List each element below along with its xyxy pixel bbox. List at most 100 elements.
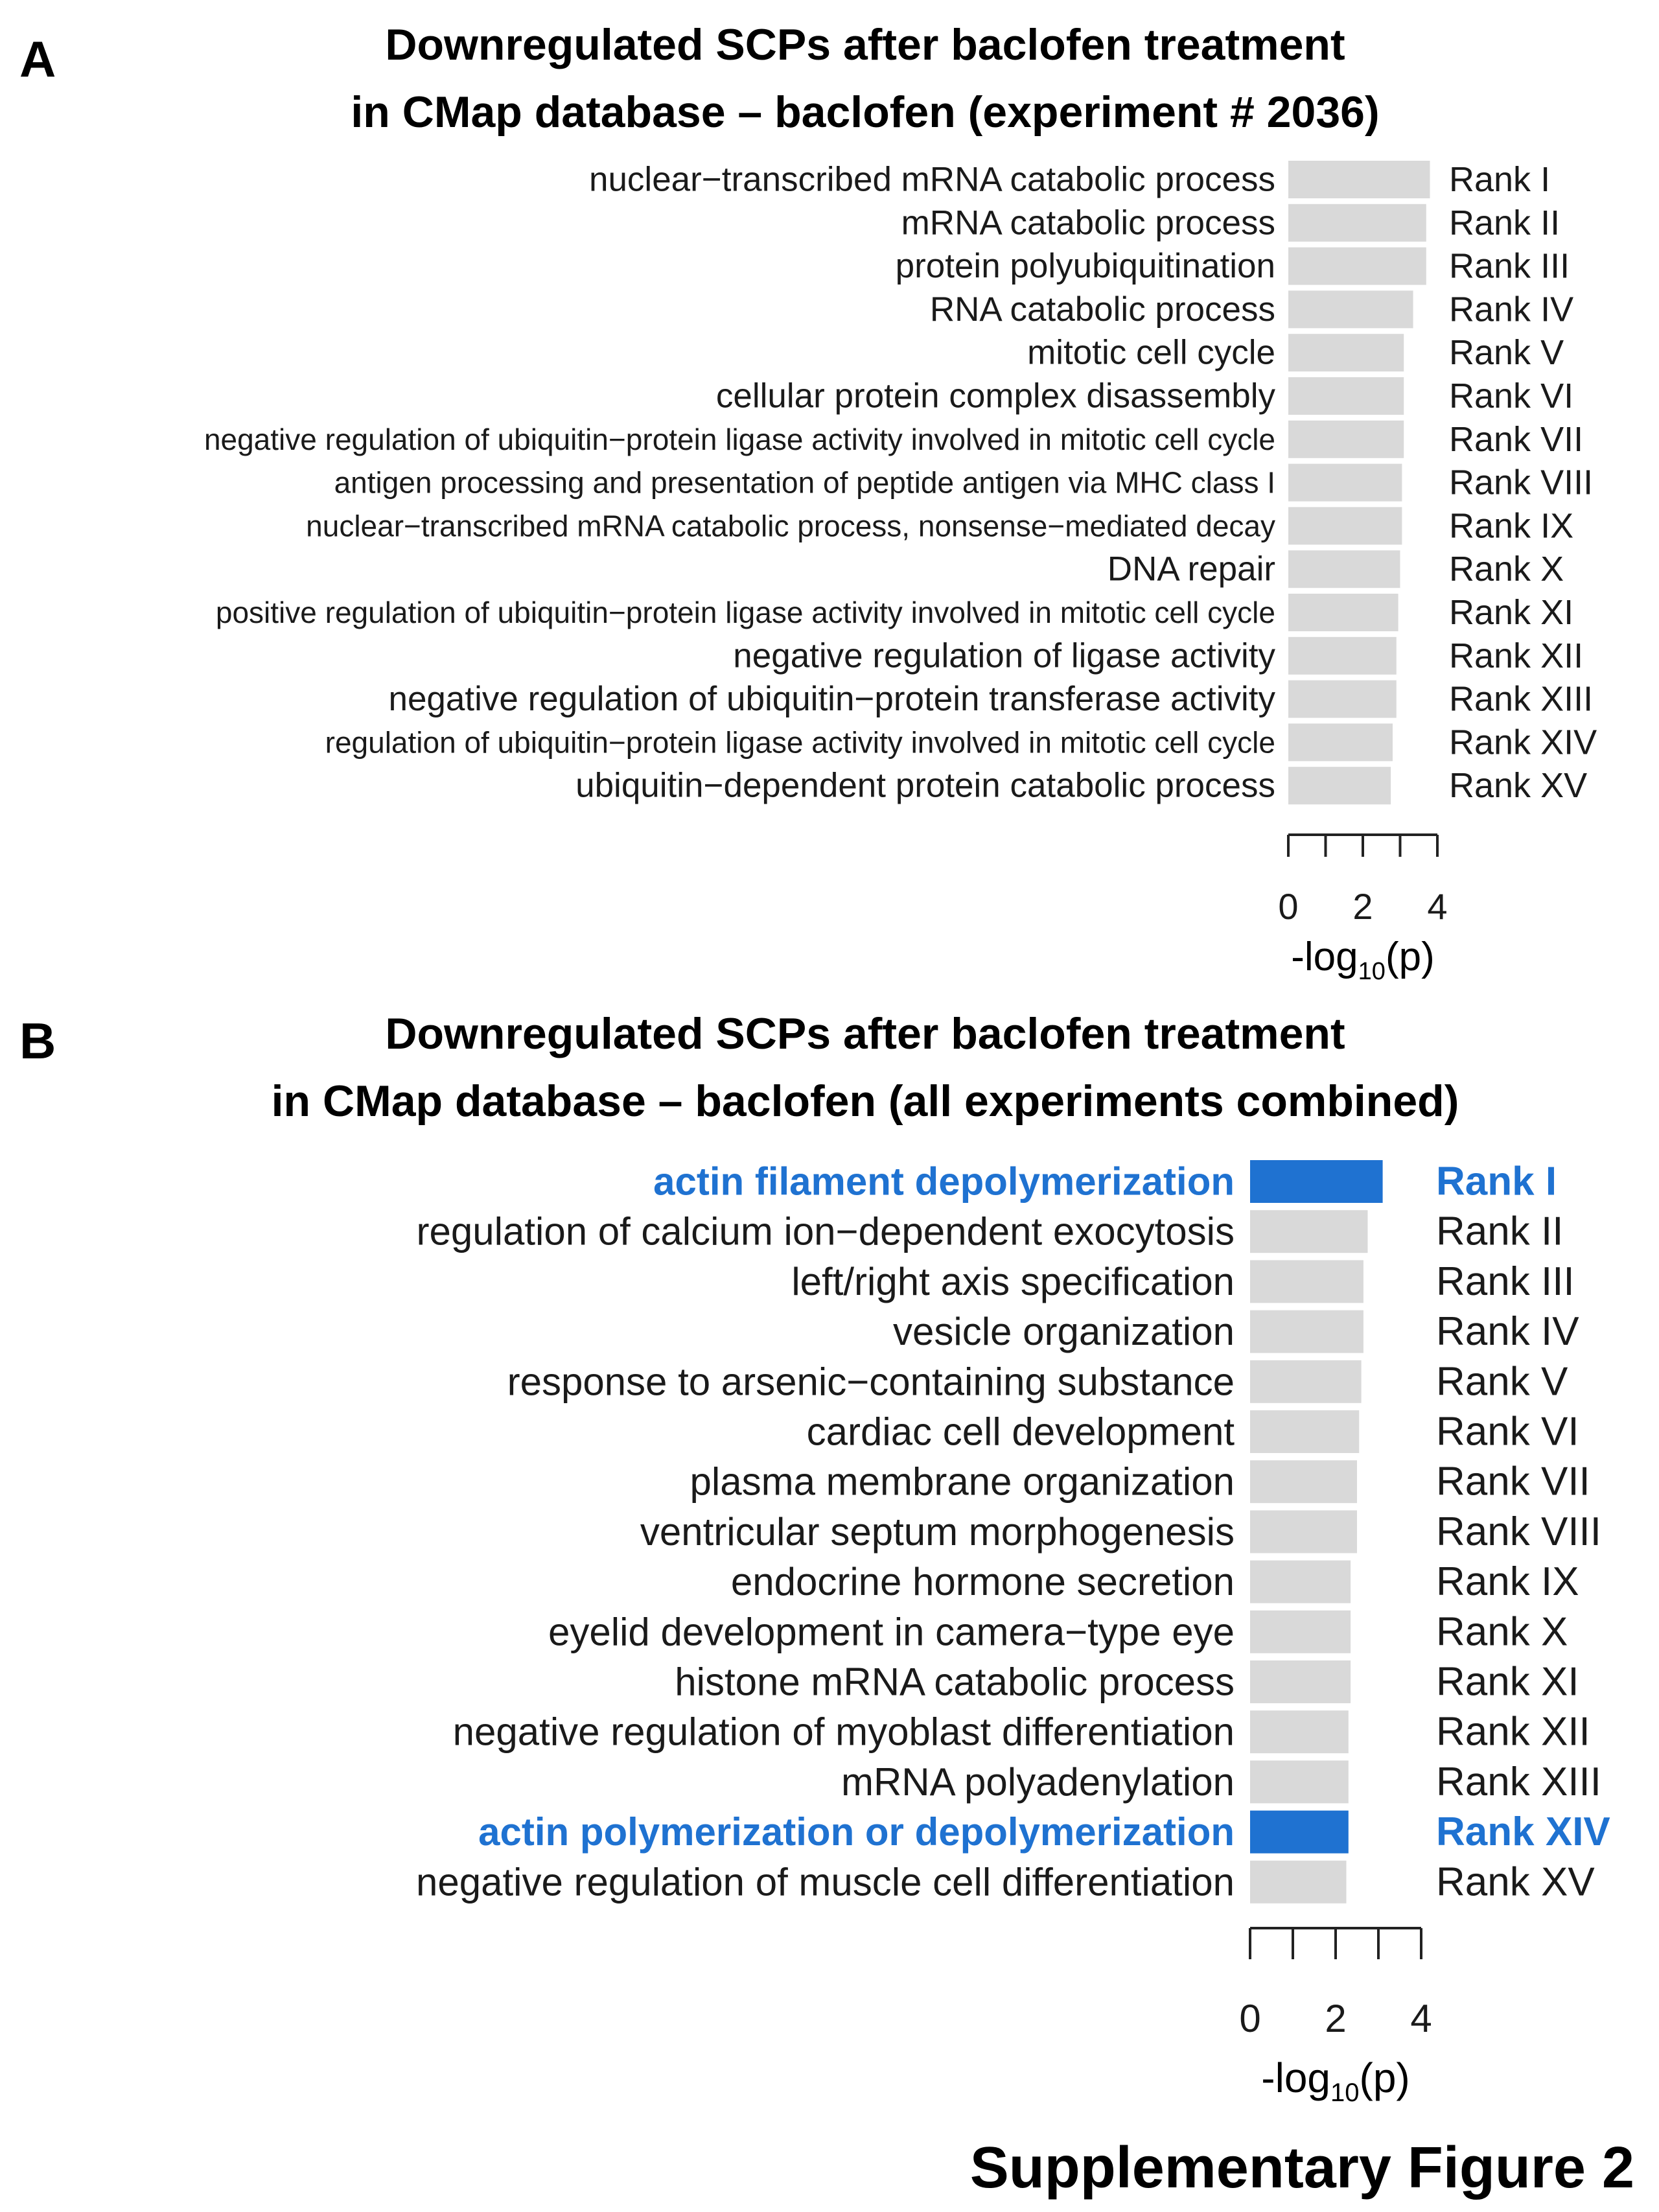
panel-b-x-axis-label-tail: (p) bbox=[1360, 2055, 1410, 2101]
panel-b-rank-label: Rank V bbox=[1436, 1359, 1568, 1404]
panel-a-rank-label: Rank IX bbox=[1449, 506, 1573, 545]
panel-b-category-label: mRNA polyadenylation bbox=[841, 1760, 1235, 1804]
panel-b-rank-label: Rank XII bbox=[1436, 1710, 1590, 1754]
panel-b-bar bbox=[1250, 1660, 1351, 1703]
panel-b-category-label: negative regulation of myoblast differen… bbox=[453, 1710, 1235, 1754]
panel-b-category-label: eyelid development in camera−type eye bbox=[548, 1610, 1235, 1653]
panel-b-rank-label: Rank III bbox=[1436, 1259, 1575, 1304]
panel-b-category-label: vesicle organization bbox=[893, 1310, 1235, 1353]
panel-a-category-label: negative regulation of ubiquitin−protein… bbox=[204, 423, 1275, 456]
panel-a-x-tick-label: 0 bbox=[1278, 886, 1298, 927]
panel-b-category-label: left/right axis specification bbox=[791, 1260, 1235, 1303]
panel-b-bar bbox=[1250, 1710, 1349, 1754]
panel-b-rank-label: Rank XIV bbox=[1436, 1810, 1610, 1854]
panel-a-category-label: positive regulation of ubiquitin−protein… bbox=[216, 596, 1275, 629]
panel-a-bar bbox=[1288, 594, 1398, 631]
panel-b-rank-label: Rank II bbox=[1436, 1209, 1563, 1254]
panel-a-rank-label: Rank XV bbox=[1449, 766, 1587, 805]
panel-a-category-label: nuclear−transcribed mRNA catabolic proce… bbox=[306, 509, 1275, 542]
panel-b-bar bbox=[1250, 1360, 1362, 1403]
panel-b-title-line2: in CMap database – baclofen (all experim… bbox=[272, 1077, 1459, 1126]
panel-b-x-tick-label: 2 bbox=[1325, 1997, 1346, 2040]
panel-a-rank-label: Rank VI bbox=[1449, 377, 1573, 415]
panel-a-title-line1: Downregulated SCPs after baclofen treatm… bbox=[385, 20, 1345, 69]
panel-b-bar bbox=[1250, 1860, 1347, 1903]
panel-a-rank-label: Rank XII bbox=[1449, 636, 1583, 675]
panel-a-bar bbox=[1288, 334, 1404, 372]
panel-b-bar bbox=[1250, 1460, 1357, 1504]
panel-b-category-label: response to arsenic−containing substance bbox=[507, 1360, 1235, 1403]
panel-a-bar bbox=[1288, 550, 1400, 588]
panel-a-x-axis-label: -log10(p) bbox=[1291, 935, 1434, 985]
panel-a-category-label: regulation of ubiquitin−protein ligase a… bbox=[325, 725, 1275, 759]
panel-a-bar bbox=[1288, 767, 1391, 805]
panel-b-x-tick-label: 0 bbox=[1239, 1997, 1260, 2040]
panel-a-rank-label: Rank V bbox=[1449, 333, 1564, 372]
panel-a-category-label: antigen processing and presentation of p… bbox=[334, 466, 1275, 500]
panel-a-x-axis-label-base: -log bbox=[1291, 935, 1358, 979]
panel-b-rank-label: Rank VI bbox=[1436, 1410, 1579, 1454]
panel-a-x-tick-label: 4 bbox=[1427, 886, 1447, 927]
panel-a-rank-label: Rank X bbox=[1449, 550, 1564, 588]
panel-a-category-label: cellular protein complex disassembly bbox=[716, 377, 1276, 415]
panel-a-bar bbox=[1288, 420, 1404, 458]
panel-b-rank-label: Rank IX bbox=[1436, 1559, 1579, 1604]
panel-b-x-tick-label: 4 bbox=[1410, 1997, 1432, 2040]
panel-a-category-label: negative regulation of ligase activity bbox=[733, 636, 1275, 675]
panel-b-bar bbox=[1250, 1160, 1383, 1203]
panel-a-category-label: ubiquitin−dependent protein catabolic pr… bbox=[575, 767, 1275, 805]
panel-a-rank-label: Rank VIII bbox=[1449, 463, 1593, 502]
panel-a-bar bbox=[1288, 377, 1404, 415]
panel-a-bar bbox=[1288, 723, 1393, 762]
panel-label-b: B bbox=[19, 1012, 56, 1069]
panel-b-bar bbox=[1250, 1210, 1368, 1253]
panel-b-bar bbox=[1250, 1260, 1363, 1303]
panel-a-bar bbox=[1288, 463, 1402, 502]
panel-a-category-label: nuclear−transcribed mRNA catabolic proce… bbox=[589, 161, 1275, 199]
panel-b-bar bbox=[1250, 1410, 1360, 1453]
panel-a-rank-label: Rank II bbox=[1449, 204, 1560, 242]
panel-a-bar bbox=[1288, 680, 1397, 718]
panel-a-bar-chart: nuclear−transcribed mRNA catabolic proce… bbox=[204, 160, 1597, 985]
panel-b-x-axis-label-base: -log bbox=[1261, 2055, 1330, 2101]
panel-a-rank-label: Rank XIV bbox=[1449, 723, 1597, 762]
panel-b-rank-label: Rank VIII bbox=[1436, 1509, 1601, 1554]
panel-a-category-label: negative regulation of ubiquitin−protein… bbox=[388, 680, 1275, 718]
panel-a-category-label: protein polyubiquitination bbox=[896, 247, 1275, 285]
panel-a-x-tick-label: 2 bbox=[1352, 886, 1373, 927]
panel-a-category-label: RNA catabolic process bbox=[930, 290, 1275, 329]
panel-b-category-label: endocrine hormone secretion bbox=[731, 1560, 1235, 1603]
panel-b-rank-label: Rank XIII bbox=[1436, 1760, 1601, 1804]
panel-a-rank-label: Rank III bbox=[1449, 247, 1570, 286]
panel-a-rank-label: Rank VII bbox=[1449, 420, 1583, 459]
panel-b-category-label: ventricular septum morphogenesis bbox=[640, 1510, 1235, 1554]
panel-b-bar bbox=[1250, 1310, 1363, 1353]
panel-b-rank-label: Rank XI bbox=[1436, 1660, 1579, 1705]
panel-b-bar-chart: actin filament depolymerization Rank I reg… bbox=[416, 1159, 1610, 2108]
panel-a-category-label: mRNA catabolic process bbox=[901, 204, 1275, 242]
panel-b-category-label: regulation of calcium ion−dependent exoc… bbox=[417, 1210, 1235, 1253]
panel-b-bar bbox=[1250, 1810, 1349, 1854]
panel-b-bar bbox=[1250, 1510, 1357, 1554]
panel-a-rank-label: Rank IV bbox=[1449, 290, 1573, 329]
panel-b-x-axis-label-subscript: 10 bbox=[1330, 2078, 1360, 2107]
panel-b-rank-label: Rank X bbox=[1436, 1609, 1568, 1654]
panel-b-rank-label: Rank XV bbox=[1436, 1859, 1595, 1904]
panel-a-rank-label: Rank XI bbox=[1449, 593, 1573, 632]
panel-b-category-label: plasma membrane organization bbox=[690, 1460, 1235, 1504]
panel-b-category-label: histone mRNA catabolic process bbox=[675, 1660, 1235, 1704]
panel-b-category-label: negative regulation of muscle cell diffe… bbox=[416, 1860, 1235, 1903]
panel-b-bar bbox=[1250, 1560, 1351, 1603]
panel-b-rank-label: Rank I bbox=[1436, 1159, 1557, 1204]
panel-a-title-line2: in CMap database – baclofen (experiment … bbox=[351, 87, 1379, 137]
panel-a-bar bbox=[1288, 204, 1426, 242]
panel-a-x-axis-label-subscript: 10 bbox=[1358, 958, 1386, 985]
panel-a-category-label: mitotic cell cycle bbox=[1027, 334, 1275, 372]
panel-a-bar bbox=[1288, 636, 1397, 675]
figure-caption: Supplementary Figure 2 bbox=[970, 2136, 1634, 2200]
panel-b-rank-label: Rank VII bbox=[1436, 1460, 1590, 1504]
panel-b-bar bbox=[1250, 1760, 1349, 1804]
panel-a-rank-label: Rank I bbox=[1449, 160, 1550, 199]
panel-b-category-label: actin polymerization or depolymerization bbox=[478, 1810, 1235, 1854]
